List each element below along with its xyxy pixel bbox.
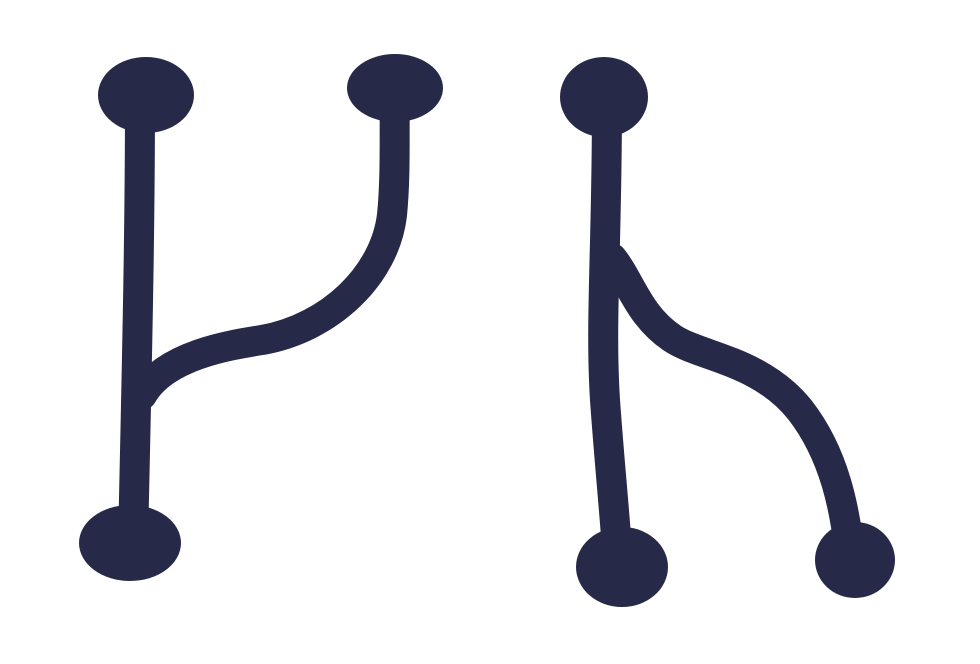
split-branch-line — [597, 243, 865, 570]
split-node-bottom-left — [576, 527, 668, 607]
split-node-top — [560, 57, 648, 137]
merge-node-bottom — [79, 505, 181, 581]
split-node-bottom-right — [815, 522, 895, 598]
merge-node-top-left — [98, 57, 194, 133]
split-trunk-line — [588, 85, 633, 580]
merge-trunk-line — [118, 81, 155, 560]
merge-branch-line — [127, 80, 410, 410]
split-icon — [560, 57, 895, 607]
merge-icon — [79, 54, 443, 581]
merge-node-top-right — [347, 54, 443, 122]
